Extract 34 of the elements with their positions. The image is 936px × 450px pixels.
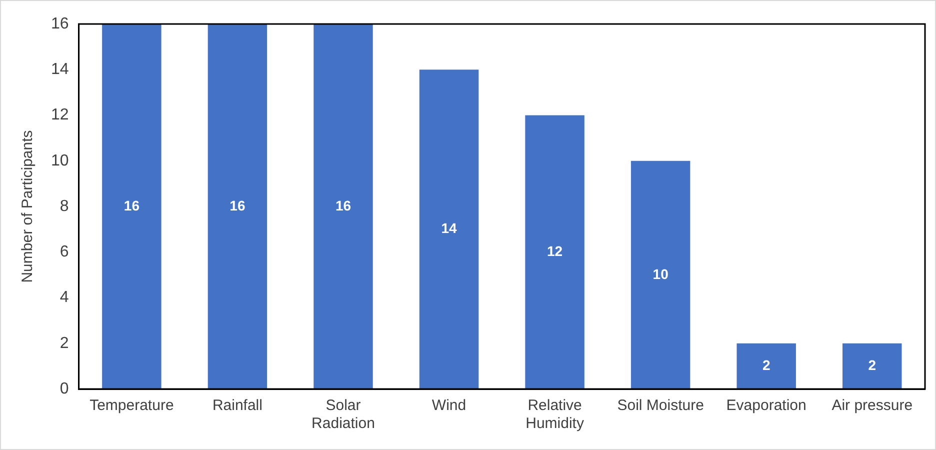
bar xyxy=(102,24,162,389)
y-tick-label: 12 xyxy=(51,106,69,124)
y-tick-label: 0 xyxy=(60,380,69,398)
x-tick-label: Air pressure xyxy=(832,397,913,414)
data-label: 16 xyxy=(124,197,140,214)
y-tick-label: 10 xyxy=(51,152,69,170)
data-label: 12 xyxy=(546,242,563,259)
data-label: 16 xyxy=(230,197,246,214)
bar xyxy=(630,160,690,389)
x-tick-label: Relative Humidity xyxy=(526,397,584,432)
bar xyxy=(314,24,373,389)
x-tick-label: Wind xyxy=(432,397,466,414)
data-label: 14 xyxy=(441,220,458,236)
data-label: 16 xyxy=(335,197,352,214)
x-tick-label: Temperature xyxy=(90,397,174,414)
bar xyxy=(525,115,584,389)
bar xyxy=(419,70,479,389)
bar xyxy=(736,343,796,389)
y-tick-label: 6 xyxy=(60,244,69,261)
x-tick-label: Solar Radiation xyxy=(312,397,375,432)
y-tick-label: 16 xyxy=(51,15,69,32)
x-tick-label: Evaporation xyxy=(726,397,806,414)
data-label: 10 xyxy=(652,266,669,282)
y-tick-label: 4 xyxy=(60,289,69,306)
y-tick-label: 8 xyxy=(60,198,69,215)
bar xyxy=(842,343,902,389)
x-tick-label: Rainfall xyxy=(212,397,262,414)
y-tick-label: 14 xyxy=(51,61,69,78)
data-label: 2 xyxy=(868,357,876,374)
x-tick-label: Soil Moisture xyxy=(617,397,704,414)
y-tick-label: 2 xyxy=(60,334,69,352)
data-label: 2 xyxy=(762,357,770,374)
y-axis-title: Number of Participants xyxy=(19,130,36,283)
bar xyxy=(208,24,268,389)
